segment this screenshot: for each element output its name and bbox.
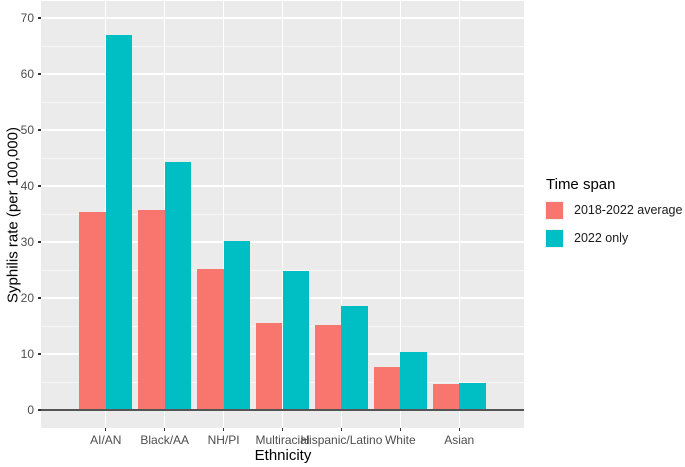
bar-2022-nh-pi	[223, 240, 251, 410]
y-tick-label: 20	[20, 291, 34, 305]
bar-avg-multiracial	[255, 323, 283, 410]
legend-title: Time span	[546, 176, 616, 193]
legend-swatch-2022	[545, 228, 564, 248]
legend-label: 2018-2022 average	[574, 203, 683, 217]
bar-avg-hispanic-latino	[314, 325, 342, 410]
zero-line	[41, 409, 524, 411]
legend-entries: 2018-2022 average 2022 only	[545, 200, 683, 248]
y-tick-label: 10	[20, 347, 34, 361]
bar-2022-ai-an	[105, 34, 133, 410]
x-tick-label-white: White	[384, 433, 416, 447]
y-tick-label: 50	[20, 123, 34, 137]
bar-avg-nh-pi	[197, 269, 224, 410]
y-tick-label: 0	[27, 403, 34, 417]
legend-swatch-avg	[545, 200, 564, 220]
bar-2022-hispanic-latino	[341, 305, 368, 410]
x-tick-mark	[163, 428, 166, 431]
legend-entry: 2022 only	[545, 228, 682, 248]
plot-panel	[41, 1, 524, 428]
category-gridline	[399, 1, 401, 428]
y-tick-mark	[38, 129, 41, 131]
x-tick-mark	[222, 428, 225, 431]
y-tick-label: 70	[20, 11, 34, 25]
y-tick-label: 40	[20, 179, 34, 193]
x-tick-label-hispanic-latino: Hispanic/Latino	[300, 433, 383, 447]
bar-2022-white	[400, 352, 427, 410]
x-tick-mark	[399, 428, 401, 431]
y-tick-mark	[38, 353, 41, 355]
y-tick-mark	[38, 409, 41, 411]
bar-avg-white	[373, 366, 401, 410]
y-tick-mark	[38, 17, 41, 19]
x-tick-mark	[105, 428, 107, 431]
x-tick-label-ai-an: AI/AN	[90, 433, 122, 447]
y-tick-label: 30	[20, 235, 34, 249]
bar-avg-ai-an	[79, 211, 106, 410]
legend: Time span 2018-2022 average 2022 only	[545, 176, 683, 257]
x-tick-label-asian: Asian	[444, 433, 475, 447]
x-tick-mark	[281, 428, 284, 431]
x-tick-mark	[458, 428, 460, 431]
x-axis-title: Ethnicity	[254, 447, 312, 464]
legend-label: 2022 only	[574, 231, 629, 245]
category-gridline	[340, 1, 343, 428]
y-tick-label: 60	[20, 67, 34, 81]
category-gridline	[222, 1, 225, 428]
category-gridline	[281, 1, 284, 428]
y-tick-mark	[38, 241, 41, 243]
x-tick-mark	[340, 428, 343, 431]
y-axis-title: Syphilis rate (per 100,000)	[4, 127, 22, 303]
category-gridline	[458, 1, 460, 428]
bar-avg-black-aa	[138, 210, 165, 410]
x-tick-label-black-aa: Black/AA	[140, 433, 190, 447]
x-tick-label-nh-pi: NH/PI	[207, 433, 240, 447]
x-tick-label-multiracial: Multiracial	[255, 433, 310, 447]
bar-2022-asian	[459, 382, 486, 410]
y-tick-mark	[38, 297, 41, 299]
bar-2022-multiracial	[282, 270, 309, 410]
y-tick-mark	[38, 73, 41, 75]
bar-avg-asian	[432, 384, 460, 410]
bar-2022-black-aa	[164, 161, 192, 410]
legend-entry: 2018-2022 average	[545, 200, 683, 220]
y-tick-mark	[38, 185, 41, 187]
